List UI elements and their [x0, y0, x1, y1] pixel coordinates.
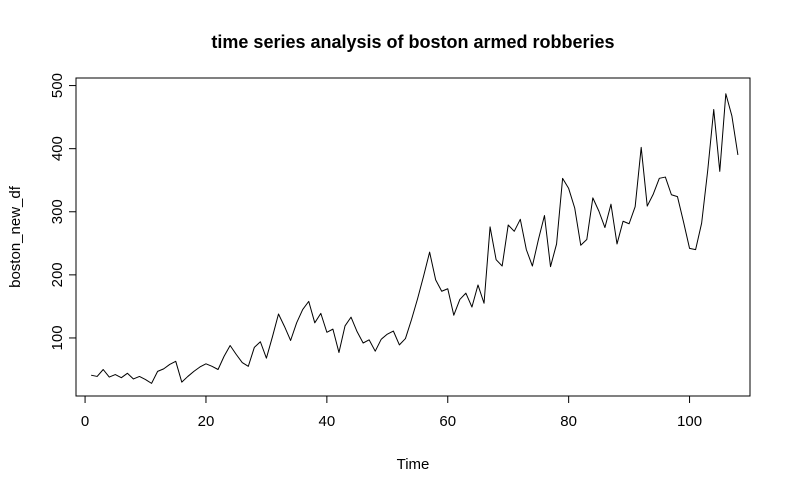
- series-layer: [91, 93, 739, 384]
- x-tick-label: 20: [198, 413, 215, 430]
- x-tick-label: 40: [319, 413, 336, 430]
- y-axis: 100 200 300 400 500: [49, 73, 77, 350]
- x-tick-label: 80: [560, 413, 577, 430]
- plot-box: [75, 77, 751, 397]
- series-line: [91, 93, 739, 384]
- x-tick-label: 60: [439, 413, 456, 430]
- x-axis-label: Time: [397, 456, 430, 473]
- y-tick-label: 100: [49, 325, 66, 350]
- y-tick-label: 400: [49, 136, 66, 161]
- x-axis: 0 20 40 60 80 100: [81, 395, 702, 430]
- y-tick-label: 200: [49, 262, 66, 287]
- y-tick-label: 300: [49, 199, 66, 224]
- y-tick-label: 500: [49, 73, 66, 98]
- x-tick-label: 100: [677, 413, 702, 430]
- y-axis-label: boston_new_df: [7, 185, 24, 288]
- x-tick-label: 0: [81, 413, 89, 430]
- chart-title: time series analysis of boston armed rob…: [211, 32, 614, 52]
